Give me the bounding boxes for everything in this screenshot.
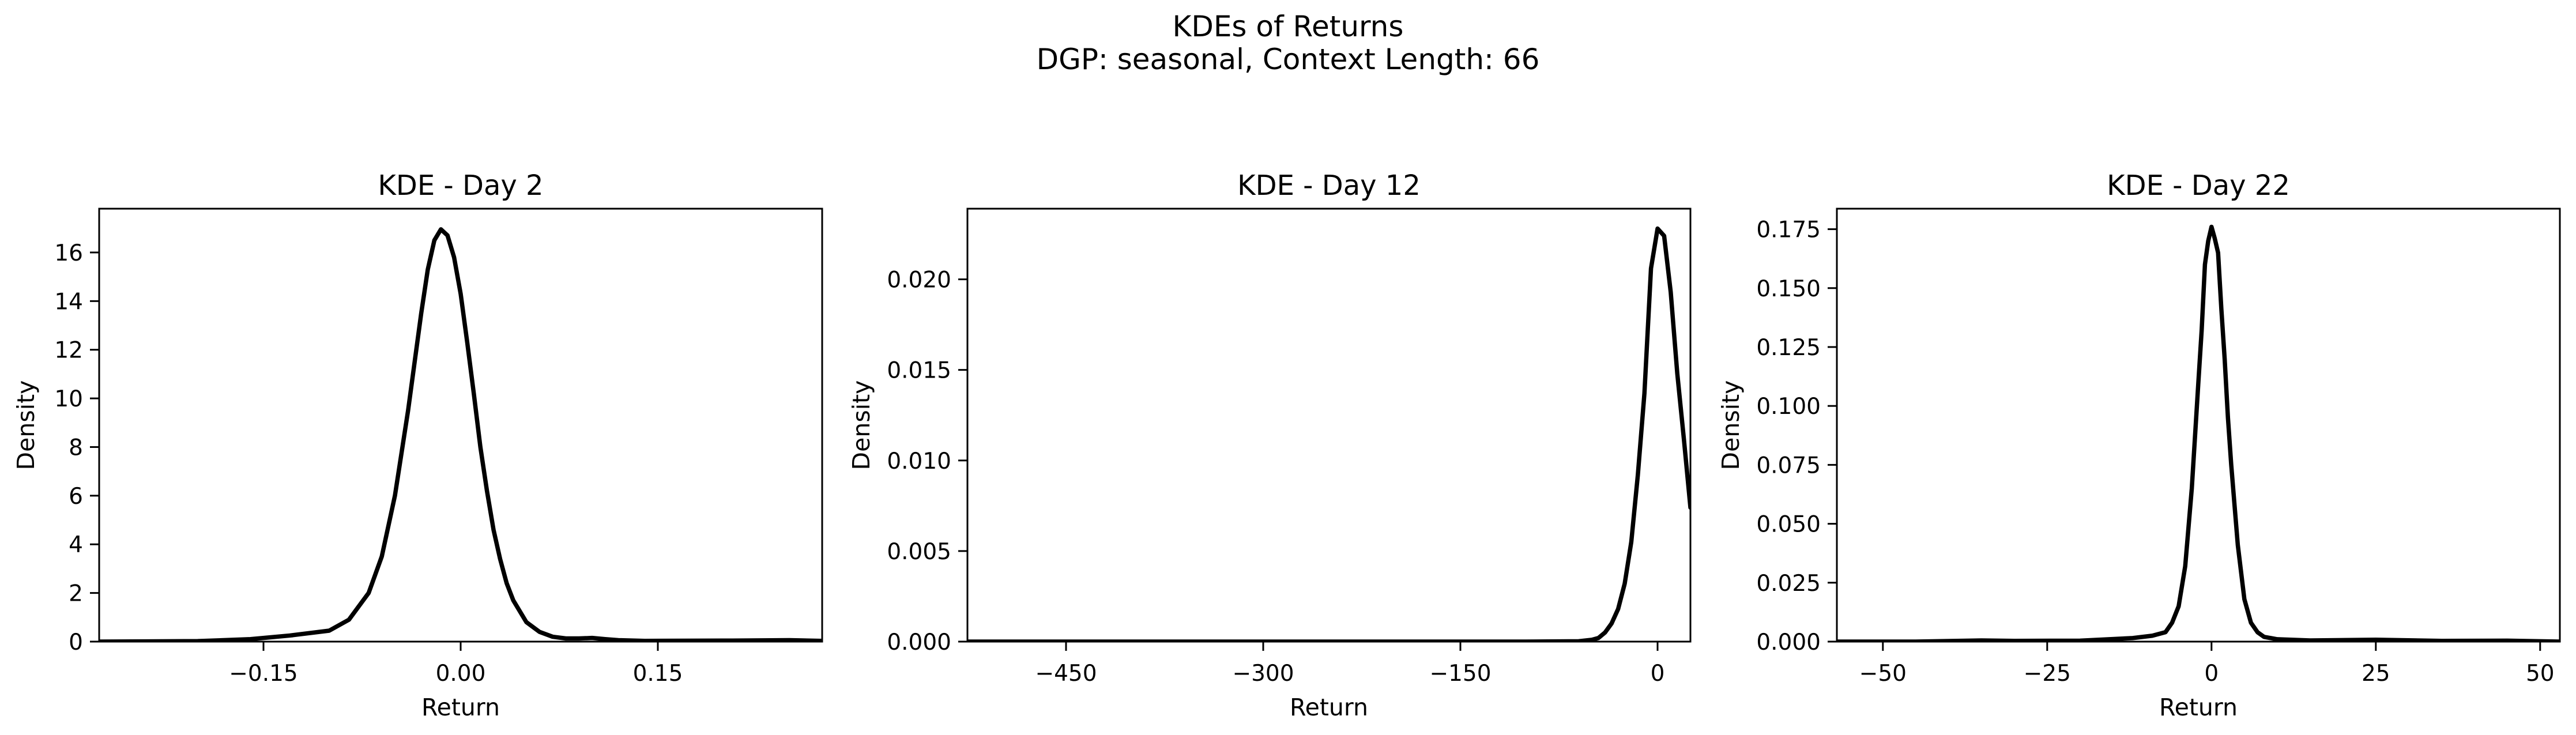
y-tick-label: 2: [69, 581, 83, 607]
figure-title-line1: KDEs of Returns: [1173, 10, 1404, 43]
y-tick-label: 4: [69, 532, 83, 558]
y-tick-label: 0.150: [1756, 276, 1821, 302]
kde-curve: [1837, 224, 2560, 642]
x-tick-label: 50: [2526, 661, 2555, 687]
y-tick-label: 0.100: [1756, 394, 1821, 420]
kde-panel-day-2: −0.15 0.00 0.15 0 2 4 6 8 10 12 14 16 KDE - Day 2 Ret…: [12, 169, 823, 721]
y-tick-label: 16: [54, 240, 83, 266]
x-tick-label: 0: [1651, 661, 1665, 687]
y-axis-label: Density: [1717, 380, 1745, 470]
y-axis-label: Density: [12, 380, 40, 470]
x-tick-label: 25: [2362, 661, 2390, 687]
y-tick-label: 0.015: [887, 358, 951, 384]
y-tick-label: 14: [54, 289, 83, 315]
axes-frame: [1836, 208, 2561, 643]
kde-panel-day-22: −50 −25 0 25 50 0.000 0.025 0.050 0.075 0.100 0.12…: [1717, 169, 2561, 721]
y-tick-label: 0.020: [887, 267, 951, 293]
x-tick-label: −450: [1035, 661, 1097, 687]
y-tick-label: 0: [69, 630, 83, 655]
y-tick-label: 0.025: [1756, 571, 1821, 597]
x-tick-label: −150: [1429, 661, 1491, 687]
axes-title: KDE - Day 2: [378, 169, 543, 202]
y-tick-label: 0.050: [1756, 512, 1821, 538]
y-tick-label: 6: [69, 484, 83, 510]
y-tick-label: 10: [54, 386, 83, 412]
y-tick-label: 0.000: [1756, 630, 1821, 655]
y-tick-label: 0.175: [1756, 217, 1821, 243]
x-tick-label: −25: [2024, 661, 2071, 687]
x-tick-label: 0.15: [633, 661, 683, 687]
x-tick-label: 0.00: [436, 661, 486, 687]
y-tick-label: 0.125: [1756, 335, 1821, 361]
y-tick-label: 0.005: [887, 539, 951, 565]
y-tick-label: 0.010: [887, 448, 951, 474]
kde-panel-day-12: −450 −300 −150 0 0.000 0.005 0.010 0.015 0.020 KD…: [848, 169, 1692, 721]
y-tick-label: 0.000: [887, 630, 951, 655]
x-tick-label: −0.15: [229, 661, 298, 687]
x-tick-label: −300: [1232, 661, 1294, 687]
axes-title: KDE - Day 12: [1237, 169, 1421, 202]
kde-curve: [99, 227, 822, 642]
axes-title: KDE - Day 22: [2107, 169, 2290, 202]
x-axis-label: Return: [1290, 693, 1368, 721]
axes-frame: [966, 208, 1692, 643]
x-tick-label: 0: [2204, 661, 2219, 687]
y-tick-label: 8: [69, 435, 83, 461]
y-tick-label: 12: [54, 338, 83, 364]
x-axis-label: Return: [2159, 693, 2238, 721]
x-tick-label: −50: [1859, 661, 1907, 687]
y-tick-label: 0.075: [1756, 453, 1821, 478]
y-axis-label: Density: [848, 380, 875, 470]
x-axis-label: Return: [421, 693, 500, 721]
figure-title-line2: DGP: seasonal, Context Length: 66: [1037, 43, 1540, 76]
